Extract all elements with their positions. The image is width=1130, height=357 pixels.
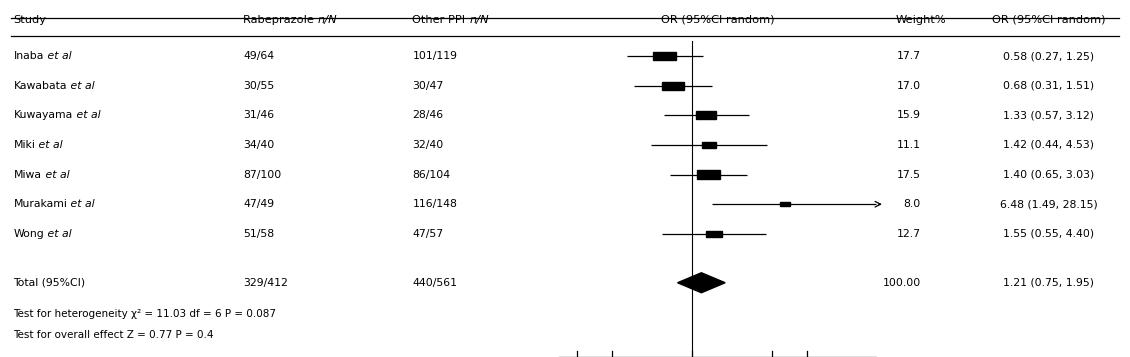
Text: et al: et al: [42, 170, 69, 180]
Text: Inaba: Inaba: [14, 51, 44, 61]
Text: 101/119: 101/119: [412, 51, 458, 61]
Text: Other PPI: Other PPI: [412, 15, 469, 25]
Text: 17.7: 17.7: [897, 51, 921, 61]
Text: 86/104: 86/104: [412, 170, 451, 180]
Text: 6.48 (1.49, 28.15): 6.48 (1.49, 28.15): [1000, 199, 1097, 209]
Text: 47/57: 47/57: [412, 229, 444, 239]
Text: 1.55 (0.55, 4.40): 1.55 (0.55, 4.40): [1003, 229, 1094, 239]
Bar: [705, 231, 722, 237]
Text: 116/148: 116/148: [412, 199, 458, 209]
Text: Wong: Wong: [14, 229, 44, 239]
Text: Total (95%CI): Total (95%CI): [14, 278, 86, 288]
Bar: [696, 111, 716, 119]
Text: et al: et al: [35, 140, 63, 150]
Text: Murakami: Murakami: [14, 199, 68, 209]
Text: OR (95%CI random): OR (95%CI random): [661, 15, 774, 25]
Text: et al: et al: [44, 51, 71, 61]
Text: n/N: n/N: [318, 15, 337, 25]
Text: 1.42 (0.44, 4.53): 1.42 (0.44, 4.53): [1003, 140, 1094, 150]
Text: 31/46: 31/46: [243, 110, 275, 120]
Text: 0.58 (0.27, 1.25): 0.58 (0.27, 1.25): [1003, 51, 1094, 61]
Text: Rabeprazole: Rabeprazole: [243, 15, 318, 25]
Text: Test for heterogeneity χ² = 11.03 df = 6 P = 0.087: Test for heterogeneity χ² = 11.03 df = 6…: [14, 309, 277, 319]
Text: 1.21 (0.75, 1.95): 1.21 (0.75, 1.95): [1003, 278, 1094, 288]
Text: 17.5: 17.5: [897, 170, 921, 180]
Text: n/N: n/N: [469, 15, 489, 25]
Text: 47/49: 47/49: [243, 199, 275, 209]
Bar: [702, 142, 716, 148]
Text: et al: et al: [72, 110, 101, 120]
Text: 15.9: 15.9: [897, 110, 921, 120]
Polygon shape: [678, 273, 725, 293]
Text: 12.7: 12.7: [897, 229, 921, 239]
Text: et al: et al: [67, 81, 95, 91]
Text: 30/55: 30/55: [243, 81, 275, 91]
Text: Weight%: Weight%: [896, 15, 946, 25]
Text: OR (95%CI random): OR (95%CI random): [992, 15, 1105, 25]
Text: 51/58: 51/58: [243, 229, 275, 239]
Text: 30/47: 30/47: [412, 81, 444, 91]
Text: 329/412: 329/412: [243, 278, 288, 288]
Bar: [697, 170, 720, 179]
Text: Test for overall effect Z = 0.77 P = 0.4: Test for overall effect Z = 0.77 P = 0.4: [14, 330, 214, 340]
Text: Miki: Miki: [14, 140, 35, 150]
Text: 1.40 (0.65, 3.03): 1.40 (0.65, 3.03): [1003, 170, 1094, 180]
Text: 17.0: 17.0: [897, 81, 921, 91]
Bar: [662, 81, 684, 90]
Text: 0.68 (0.31, 1.51): 0.68 (0.31, 1.51): [1003, 81, 1094, 91]
Text: 34/40: 34/40: [243, 140, 275, 150]
Text: et al: et al: [68, 199, 95, 209]
Text: 8.0: 8.0: [904, 199, 921, 209]
Text: 440/561: 440/561: [412, 278, 458, 288]
Text: Kuwayama: Kuwayama: [14, 110, 72, 120]
Bar: [780, 202, 790, 206]
Text: 1.33 (0.57, 3.12): 1.33 (0.57, 3.12): [1003, 110, 1094, 120]
Text: 28/46: 28/46: [412, 110, 444, 120]
Text: Study: Study: [14, 15, 46, 25]
Bar: [653, 52, 676, 60]
Text: 11.1: 11.1: [897, 140, 921, 150]
Text: et al: et al: [44, 229, 72, 239]
Text: 87/100: 87/100: [243, 170, 281, 180]
Text: 32/40: 32/40: [412, 140, 444, 150]
Text: Kawabata: Kawabata: [14, 81, 67, 91]
Text: Miwa: Miwa: [14, 170, 42, 180]
Text: 49/64: 49/64: [243, 51, 275, 61]
Text: 100.00: 100.00: [883, 278, 921, 288]
